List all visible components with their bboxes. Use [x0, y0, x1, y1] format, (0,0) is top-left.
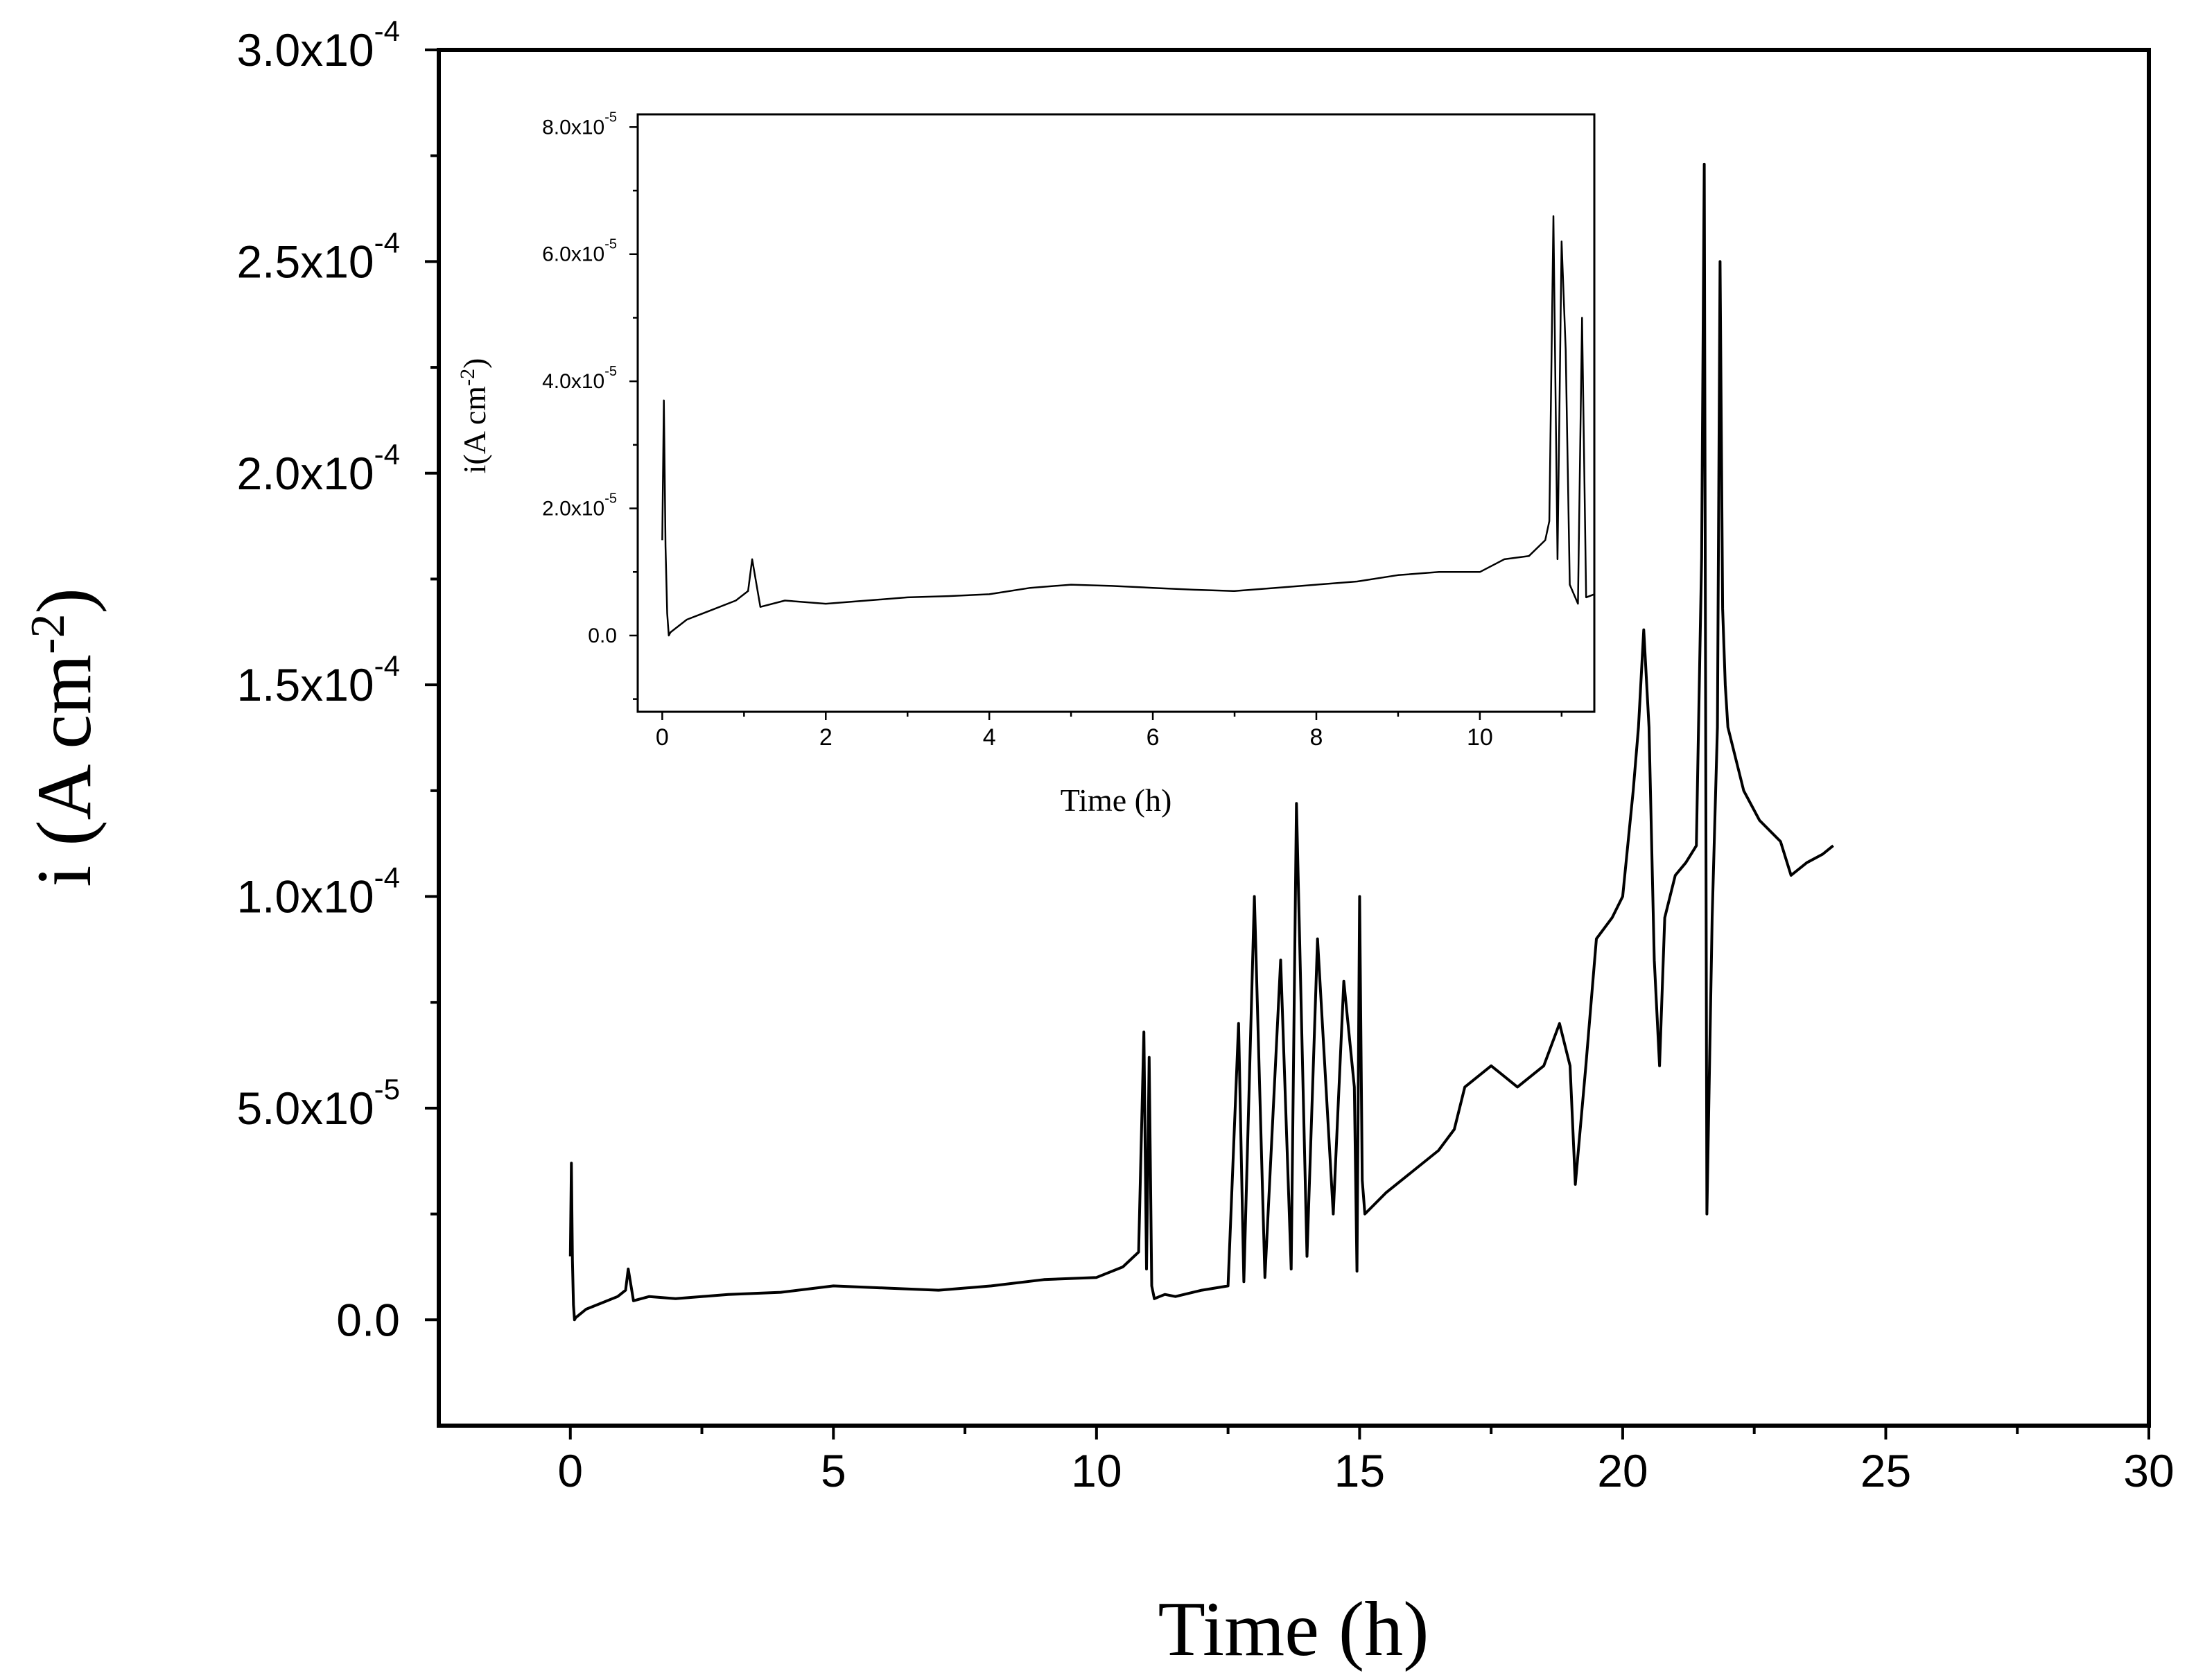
main-x-tick-label: 10	[1071, 1445, 1122, 1496]
inset-y-axis-label-base: i(A cm	[457, 386, 492, 474]
main-y-axis-label: i (A cm-2)	[21, 588, 108, 887]
main-y-axis-label-base: i (A cm	[21, 654, 107, 887]
main-x-tick-label: 20	[1597, 1445, 1648, 1496]
inset-y-tick-label: 4.0x10-5	[542, 364, 617, 393]
main-y-tick-label: 5.0x10-5	[236, 1072, 400, 1134]
main-y-tick-label: 2.5x10-4	[236, 226, 400, 288]
main-x-ticks: 0 5 10 15 20 25 30	[557, 1426, 2175, 1496]
inset-y-axis-label-sup: -2	[456, 369, 479, 386]
inset-y-tick-label: 2.0x10-5	[542, 491, 617, 520]
main-series-line	[568, 162, 1834, 1322]
inset-y-tick-label: 8.0x10-5	[542, 110, 617, 139]
main-y-tick-label: 2.0x10-4	[236, 437, 400, 499]
inset-series-line	[661, 215, 1595, 637]
main-y-axis-label-sup: -2	[21, 614, 75, 654]
inset-y-axis-label-tail: )	[457, 358, 492, 369]
main-y-tick-label: 1.0x10-4	[236, 861, 400, 922]
main-x-tick-label: 0	[557, 1445, 583, 1496]
inset-x-ticks: 0 2 4 6 8 10	[656, 712, 1563, 751]
main-y-tick-label: 3.0x10-4	[236, 15, 400, 76]
inset-x-tick-label: 10	[1467, 724, 1493, 751]
inset-x-tick-label: 0	[656, 724, 669, 751]
main-y-axis-label-tail: )	[21, 588, 107, 613]
main-y-tick-label: 0.0	[336, 1294, 400, 1345]
inset-y-tick-label: 6.0x10-5	[542, 237, 617, 266]
inset-y-ticks: 0.0 2.0x10-5 4.0x10-5 6.0x10-5 8.0x10-5	[542, 110, 638, 700]
inset-y-axis-label: i(A cm-2)	[456, 358, 493, 474]
main-x-axis-label: Time (h)	[1158, 1586, 1429, 1672]
inset-plot-frame	[636, 113, 1596, 713]
main-x-tick-label: 25	[1861, 1445, 1911, 1496]
main-plot-panel: 0 5 10 15 20 25 30 0.05.0x10-51.0x10-41.5x10-4…	[21, 15, 2175, 1673]
main-y-tick-label: 1.5x10-4	[236, 649, 400, 710]
inset-x-tick-label: 2	[819, 724, 833, 751]
inset-x-tick-label: 8	[1310, 724, 1323, 751]
main-plot-frame	[437, 48, 2151, 1428]
main-x-tick-label: 15	[1334, 1445, 1385, 1496]
main-y-ticks: 0.0 5.0x10-5 1.0x10-4 1.5x10-4 2.0x10-4 2.5x1…	[236, 15, 439, 1345]
inset-x-axis-label: Time (h)	[1061, 782, 1172, 818]
inset-x-tick-label: 4	[983, 724, 996, 751]
inset-background	[638, 114, 1594, 712]
main-x-tick-label: 30	[2123, 1445, 2174, 1496]
main-x-tick-label: 5	[821, 1445, 846, 1496]
inset-x-tick-label: 6	[1147, 724, 1160, 751]
inset-y-tick-label: 0.0	[588, 624, 617, 647]
inset-plot-panel: 0 2 4 6 8 10 0.0 2.0x10-5 4.0x10-5 6.0x10-5 8.0x1…	[456, 110, 1596, 818]
